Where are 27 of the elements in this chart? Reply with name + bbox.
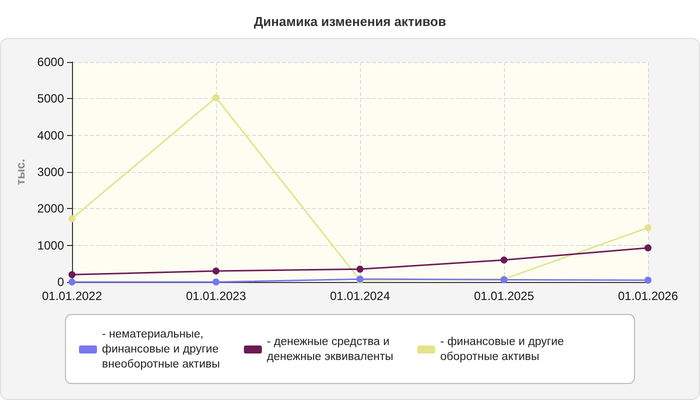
legend-label: - финансовые и другие оборотные активы <box>440 336 564 363</box>
point <box>212 278 220 286</box>
chart-title: Динамика изменения активов <box>254 14 446 29</box>
point <box>356 266 364 273</box>
x-tick-label: 01.01.2023 <box>186 289 246 303</box>
x-tick-label: 01.01.2026 <box>618 289 678 303</box>
point <box>500 256 508 264</box>
x-tick-label: 01.01.2025 <box>474 289 534 303</box>
y-tick-label: 2000 <box>37 202 64 216</box>
point <box>68 271 76 278</box>
legend-label: - денежные средства и денежные эквиваленты <box>266 336 394 363</box>
point <box>644 276 652 284</box>
point <box>212 94 220 102</box>
y-tick-label: 6000 <box>37 55 64 69</box>
y-tick-label: 1000 <box>37 238 64 252</box>
y-axis-title: тыс. <box>13 158 28 186</box>
point <box>68 215 76 222</box>
point <box>644 224 652 232</box>
x-tick-label: 01.01.2024 <box>330 289 390 303</box>
legend-label: - нематериальные, финансовые и другие внеоборотные активы <box>102 328 220 370</box>
y-tick-label: 3000 <box>37 165 64 179</box>
y-tick-label: 0 <box>57 275 64 289</box>
point <box>212 268 220 274</box>
point <box>644 244 652 252</box>
y-tick-label: 4000 <box>37 128 64 142</box>
x-tick-label: 01.01.2022 <box>42 289 102 303</box>
y-tick-label: 5000 <box>37 92 64 106</box>
